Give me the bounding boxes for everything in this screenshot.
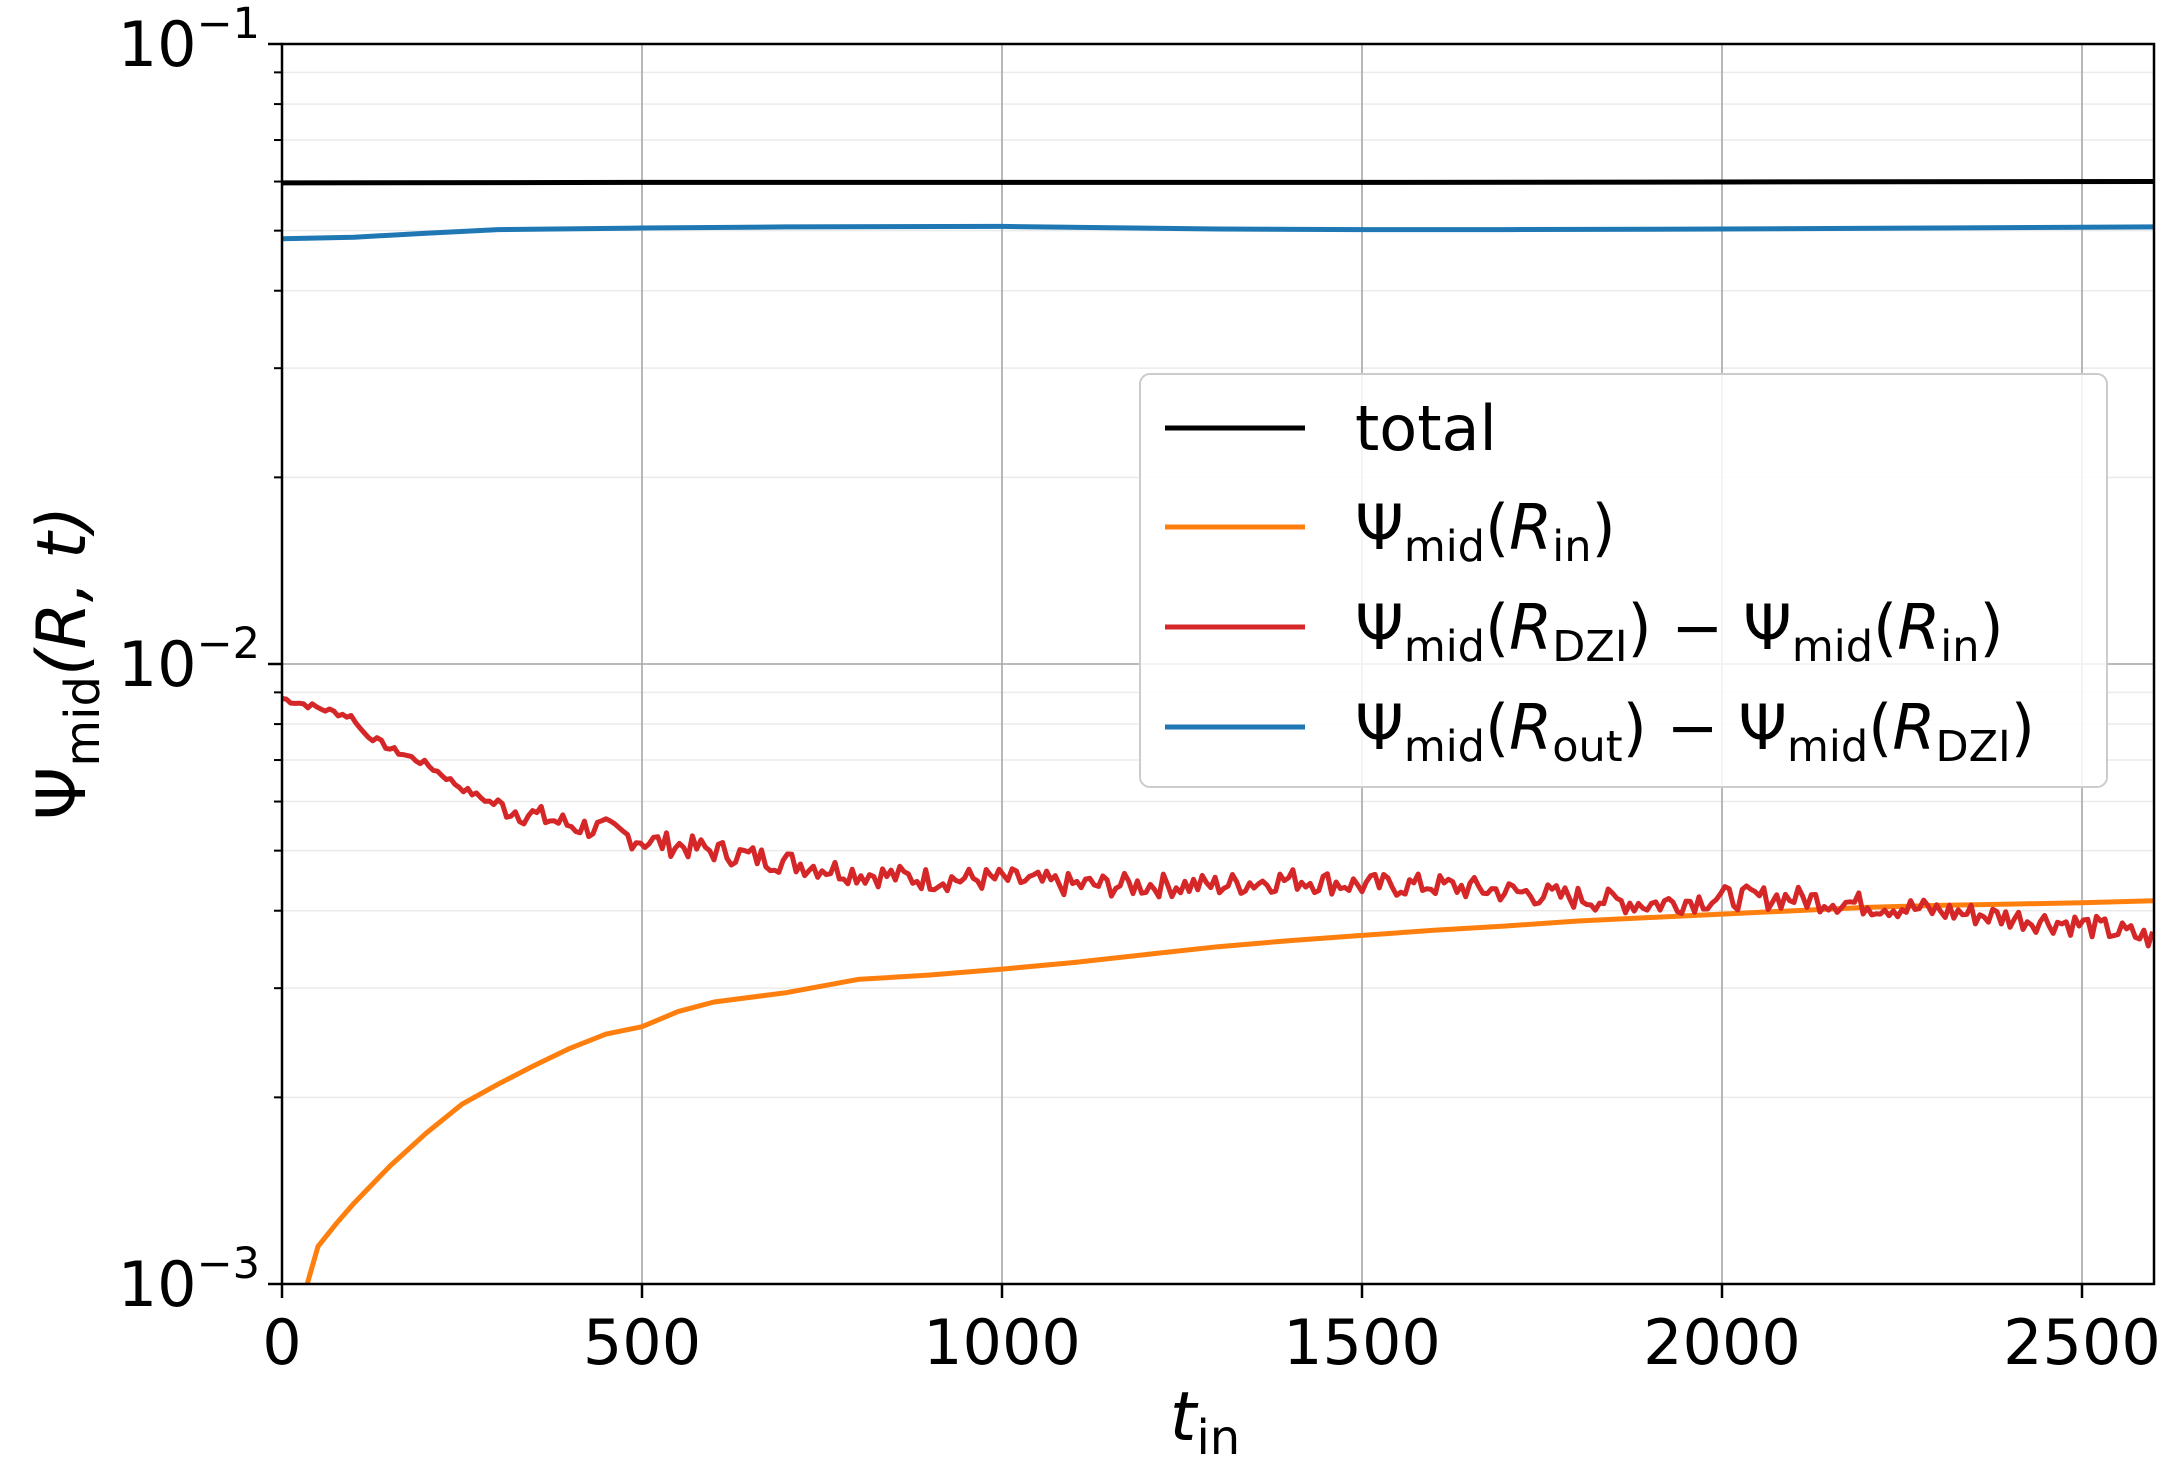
legend-box [1139,373,2108,788]
y-tick-labels: 10−3 10−2 10−1 [118,0,260,1321]
y-tick-label: 10−3 [118,1239,260,1321]
series-layer [282,179,2154,1284]
minor-grid [282,71,2154,1099]
x-tick-labels: 0 500 1000 1500 2000 2500 [262,1306,2161,1379]
y-tick-label: 10−2 [118,619,260,701]
x-tick-label: 1500 [1283,1306,1441,1379]
x-tick-label: 1000 [923,1306,1081,1379]
series-line [282,696,2154,949]
legend-label: total [1355,392,1497,465]
x-axis-label: tin [1170,1378,1240,1466]
x-tick-label: 2000 [1643,1306,1801,1379]
y-tick-label: 10−1 [118,0,260,81]
axis-ticks [268,42,2084,1298]
x-tick-label: 500 [583,1306,701,1379]
legend-label: Ψmid(Rin) [1355,491,1616,572]
x-tick-label: 2500 [2003,1306,2161,1379]
y-axis-label: Ψmid(R, t) [23,506,111,820]
legend-entries: total Ψmid(Rin) Ψmid(RDZI) − Ψmid(Rin) Ψmid… [1165,392,2035,772]
legend: total Ψmid(Rin) Ψmid(RDZI) − Ψmid(Rin) Ψmid… [1139,373,2108,788]
x-tick-label: 0 [262,1306,301,1379]
series-line [304,898,2154,1284]
series-line [282,179,2154,186]
legend-label: Ψmid(Rout) − Ψmid(RDZI) [1355,691,2035,772]
series-line [282,223,2154,242]
legend-label: Ψmid(RDZI) − Ψmid(Rin) [1355,591,2004,672]
